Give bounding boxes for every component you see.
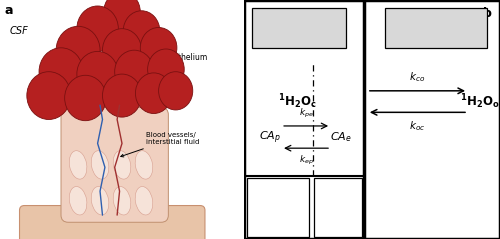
Text: Choroid: Choroid [279, 16, 320, 26]
Text: Plasma: Plasma [262, 194, 294, 203]
Text: Epithelium: Epithelium [154, 53, 207, 86]
Ellipse shape [123, 11, 160, 51]
Text: Ventricle: Ventricle [413, 16, 459, 26]
Bar [252, 8, 346, 48]
Ellipse shape [27, 72, 71, 120]
Ellipse shape [113, 151, 131, 179]
Ellipse shape [70, 151, 87, 179]
Ellipse shape [158, 72, 193, 110]
Ellipse shape [113, 187, 131, 215]
Ellipse shape [114, 50, 154, 93]
Ellipse shape [135, 187, 152, 215]
FancyBboxPatch shape [20, 206, 205, 239]
Text: b: b [484, 7, 492, 20]
Text: (vₒ): (vₒ) [427, 33, 445, 43]
Text: $CA_e$: $CA_e$ [330, 130, 352, 144]
Text: Interstitium: Interstitium [314, 194, 362, 203]
Text: CSF: CSF [10, 26, 29, 36]
Text: $\mathbf{^1H_2O_o}$: $\mathbf{^1H_2O_o}$ [460, 92, 500, 111]
Text: $k_{oc}$: $k_{oc}$ [410, 119, 426, 133]
Ellipse shape [39, 48, 83, 96]
Bar [385, 8, 487, 48]
Ellipse shape [135, 151, 152, 179]
Bar [246, 178, 310, 237]
Ellipse shape [77, 6, 118, 51]
Text: $CA_p$: $CA_p$ [258, 129, 280, 146]
Text: (vⲟ): (vⲟ) [289, 33, 309, 43]
Text: $k_{co}$: $k_{co}$ [410, 70, 426, 84]
Ellipse shape [136, 73, 172, 114]
Text: (vₚ): (vₚ) [270, 217, 286, 227]
Ellipse shape [92, 151, 109, 179]
Ellipse shape [104, 0, 141, 32]
Text: a: a [5, 4, 14, 16]
Ellipse shape [148, 49, 184, 90]
Text: (vₑ): (vₑ) [330, 217, 345, 227]
Ellipse shape [102, 74, 142, 117]
Bar [314, 178, 362, 237]
Text: $k_{ep}$: $k_{ep}$ [298, 154, 314, 167]
Ellipse shape [140, 27, 177, 68]
Ellipse shape [102, 29, 142, 72]
Text: Blood vessels/
interstitial fluid: Blood vessels/ interstitial fluid [121, 132, 200, 157]
Ellipse shape [64, 75, 106, 121]
Ellipse shape [56, 26, 100, 74]
Ellipse shape [92, 187, 109, 215]
Text: $k_{pe}$: $k_{pe}$ [298, 107, 314, 120]
Ellipse shape [77, 51, 118, 97]
Ellipse shape [70, 187, 87, 215]
FancyBboxPatch shape [61, 108, 168, 222]
Text: $\mathbf{^1H_2O_c}$: $\mathbf{^1H_2O_c}$ [278, 92, 317, 111]
